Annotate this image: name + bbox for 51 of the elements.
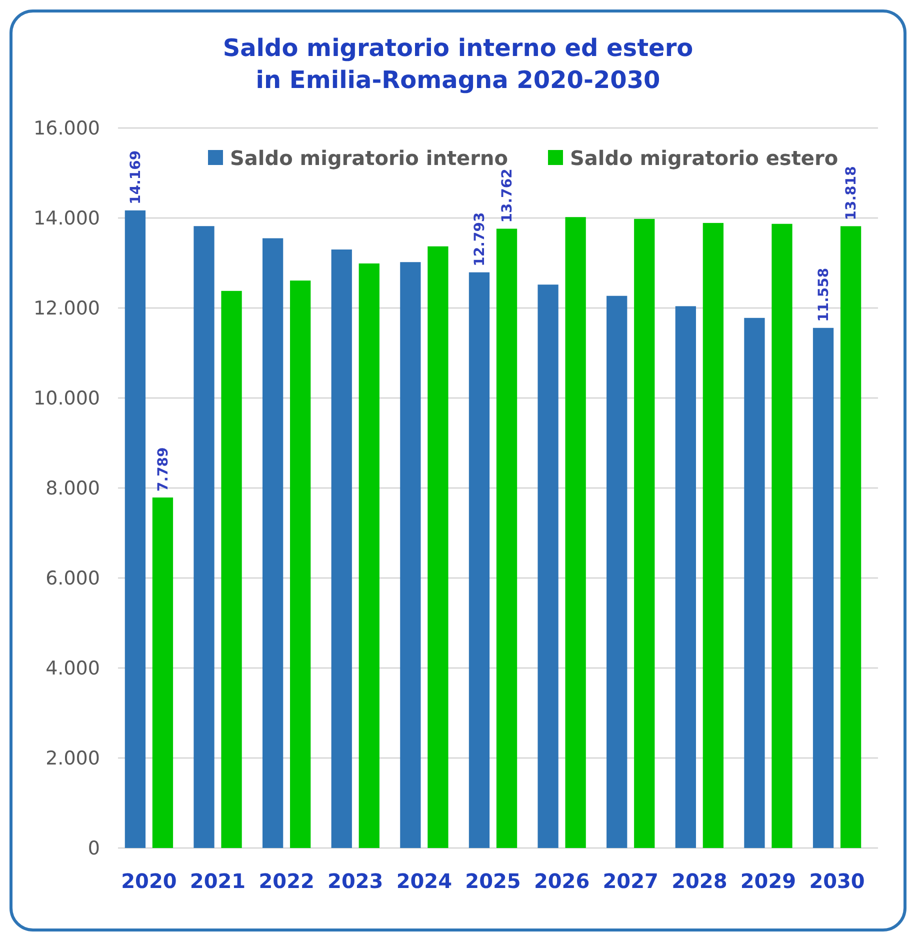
bar (538, 284, 558, 848)
bar (496, 228, 518, 848)
bar (331, 250, 352, 848)
x-tick-label: 2030 (809, 869, 865, 893)
data-label: 12.793 (472, 212, 488, 266)
data-label: 13.818 (844, 166, 860, 220)
y-tick-label: 4.000 (46, 658, 100, 680)
bar (194, 226, 214, 848)
bar (290, 280, 311, 848)
y-tick-label: 0 (88, 838, 100, 860)
legend-label: Saldo migratorio estero (570, 146, 838, 170)
bar (468, 272, 490, 848)
bar (262, 238, 284, 848)
x-tick-label: 2021 (190, 869, 246, 893)
bar (400, 262, 421, 848)
x-tick-label: 2023 (328, 869, 384, 893)
x-tick-label: 2029 (740, 869, 796, 893)
y-tick-label: 16.000 (34, 118, 100, 140)
data-label: 13.762 (500, 168, 516, 223)
x-tick-label: 2020 (121, 869, 177, 893)
bar (358, 263, 380, 848)
x-tick-label: 2028 (672, 869, 728, 893)
bar (634, 218, 655, 848)
y-tick-label: 8.000 (46, 478, 100, 500)
y-tick-label: 6.000 (46, 568, 100, 590)
bar (772, 224, 792, 848)
bar (565, 217, 586, 848)
y-tick-label: 12.000 (34, 298, 100, 320)
bar (152, 497, 174, 848)
bar (675, 306, 696, 848)
y-tick-label: 14.000 (34, 208, 100, 230)
bar (606, 296, 628, 848)
bar (428, 246, 448, 848)
x-tick-label: 2027 (602, 869, 658, 893)
legend-label: Saldo migratorio interno (230, 146, 508, 170)
x-tick-label: 2025 (465, 869, 521, 893)
data-label: 14.169 (128, 150, 144, 204)
y-tick-label: 10.000 (34, 388, 100, 410)
y-tick-label: 2.000 (46, 748, 100, 770)
bar (221, 290, 242, 848)
bar (812, 328, 834, 848)
data-label: 7.789 (156, 447, 172, 492)
bar (702, 222, 724, 848)
x-tick-label: 2024 (396, 869, 452, 893)
bar (124, 210, 146, 848)
data-label: 11.558 (816, 268, 832, 322)
x-tick-label: 2026 (534, 869, 590, 893)
x-tick-label: 2022 (258, 869, 314, 893)
bar (744, 318, 765, 848)
bar (840, 226, 862, 848)
chart-title: Saldo migratorio interno ed estero in Emilia-Romagna 2020-2030 (222, 34, 694, 94)
